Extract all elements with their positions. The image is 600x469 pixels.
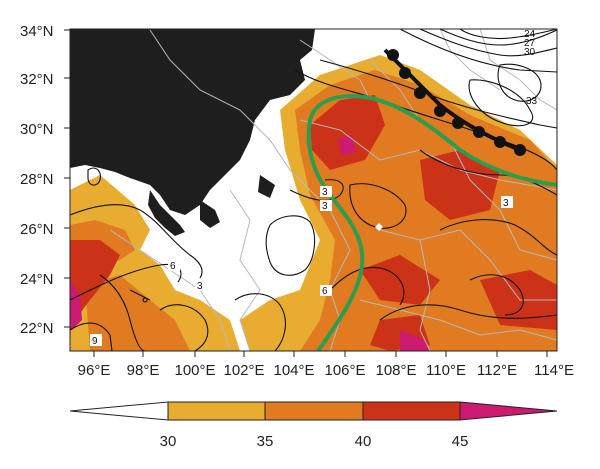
contour-label: 6: [170, 261, 176, 272]
lon-label: 114°E: [534, 362, 574, 379]
lat-label: 30°N: [20, 121, 54, 138]
lat-label: 28°N: [20, 171, 54, 188]
colorbar-segment-low: [69, 401, 169, 421]
lat-axis: [64, 29, 70, 328]
lon-label: 112°E: [477, 362, 517, 379]
lon-label: 108°E: [375, 362, 416, 379]
colorbar-segment-40-45: [362, 401, 461, 421]
jet-axis-line: [306, 94, 557, 351]
colorbar-tick: 30: [160, 433, 177, 450]
contour-label: 3: [322, 187, 328, 198]
map-frame: [69, 28, 558, 352]
lon-axis: [93, 351, 548, 357]
lat-label: 22°N: [20, 320, 54, 337]
contour-label: 3: [197, 281, 203, 292]
lon-label: 106°E: [324, 362, 365, 379]
colorbar-tick: 40: [355, 433, 372, 450]
contour-label: 3: [322, 201, 328, 212]
lon-label: 102°E: [223, 362, 264, 379]
contour-label: 27: [524, 38, 536, 49]
lon-label: 104°E: [273, 362, 314, 379]
lon-label: 100°E: [174, 362, 215, 379]
map-panel: 3 3 3 3 6 6 9 24 27 30 33: [69, 28, 558, 352]
lat-label: 32°N: [20, 71, 54, 88]
lon-label: 96°E: [78, 362, 111, 379]
contour-labels: 3 3 3 3 6 6 9 24 27 30 33: [90, 29, 538, 347]
terrain-mask: [70, 29, 315, 236]
station-marker: [375, 223, 383, 231]
shading-45-plus: [70, 135, 430, 351]
contour-label: 30: [524, 47, 536, 58]
lon-labels: 96°E 98°E 100°E 102°E 104°E 106°E 108°E …: [78, 362, 574, 379]
colorbar-segment-30-35: [167, 401, 266, 421]
lat-label: 26°N: [20, 221, 54, 238]
shading-40-45: [70, 95, 557, 351]
lat-label: 24°N: [20, 271, 54, 288]
contour-label: 33: [526, 96, 538, 107]
colorbar-tick: 45: [452, 433, 469, 450]
contour-label: 9: [92, 336, 98, 347]
shear-line: [383, 48, 526, 156]
colorbar-tick: 35: [257, 433, 274, 450]
contour-label: 3: [503, 198, 509, 209]
contour-label: 6: [322, 286, 328, 297]
colorbar: 30 35 40 45: [69, 401, 558, 450]
colorbar-segment-35-40: [264, 401, 364, 421]
lon-label: 98°E: [127, 362, 160, 379]
lon-label: 110°E: [426, 362, 466, 379]
lat-label: 34°N: [20, 23, 54, 40]
colorbar-segment-high: [459, 401, 558, 421]
contour-label: 24: [524, 29, 536, 40]
